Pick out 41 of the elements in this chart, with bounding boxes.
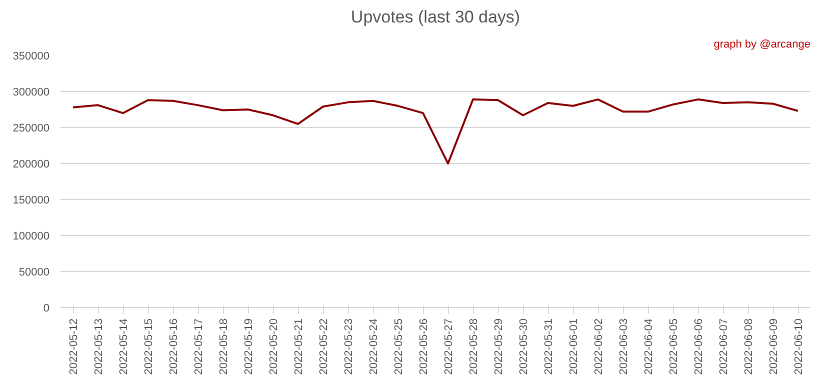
x-tick-label: 2022-05-31 bbox=[543, 318, 555, 375]
x-tick-label: 2022-06-03 bbox=[618, 318, 630, 375]
x-tick-label: 2022-05-20 bbox=[268, 318, 280, 375]
x-tick-label: 2022-05-28 bbox=[468, 318, 480, 375]
x-tick-label: 2022-05-14 bbox=[118, 318, 130, 375]
y-tick-label: 150000 bbox=[12, 194, 50, 206]
x-tick-label: 2022-06-09 bbox=[768, 318, 780, 375]
y-tick-label: 300000 bbox=[12, 86, 50, 98]
x-tick-label: 2022-06-10 bbox=[793, 318, 805, 375]
x-tick-label: 2022-05-15 bbox=[143, 318, 155, 375]
x-tick-label: 2022-05-12 bbox=[68, 318, 80, 375]
x-tick-label: 2022-05-16 bbox=[168, 318, 180, 375]
text: graph by @arcange bbox=[714, 38, 811, 50]
x-tick-label: 2022-06-02 bbox=[593, 318, 605, 375]
x-tick-label: 2022-05-29 bbox=[493, 318, 505, 375]
x-tick-label: 2022-06-05 bbox=[668, 318, 680, 375]
x-tick-label: 2022-05-23 bbox=[343, 318, 355, 375]
y-tick-label: 100000 bbox=[12, 230, 50, 242]
x-tick-label: 2022-06-01 bbox=[568, 318, 580, 375]
x-tick-label: 2022-05-18 bbox=[218, 318, 230, 375]
x-tick-label: 2022-05-25 bbox=[393, 318, 405, 375]
x-tick-label: 2022-06-06 bbox=[693, 318, 705, 375]
y-tick-label: 0 bbox=[43, 302, 50, 314]
y-tick-label: 350000 bbox=[12, 50, 50, 62]
line-series bbox=[72, 98, 799, 164]
x-tick-label: 2022-05-21 bbox=[293, 318, 305, 375]
x-tick-label: 2022-05-13 bbox=[93, 318, 105, 375]
x-tick-label: 2022-06-07 bbox=[718, 318, 730, 375]
x-tick-label: 2022-05-22 bbox=[318, 318, 330, 375]
y-tick-label: 250000 bbox=[12, 122, 50, 134]
x-tick-label: 2022-06-04 bbox=[643, 318, 655, 375]
x-tick-label: 2022-06-08 bbox=[743, 318, 755, 375]
x-tick-label: 2022-05-17 bbox=[193, 318, 205, 375]
y-tick-label: 200000 bbox=[12, 158, 50, 170]
chart-title: Upvotes (last 30 days) bbox=[350, 8, 520, 26]
x-tick-label: 2022-05-24 bbox=[368, 318, 380, 375]
x-tick-label: 2022-05-19 bbox=[243, 318, 255, 375]
x-tick-label: 2022-05-26 bbox=[418, 318, 430, 375]
y-tick-label: 50000 bbox=[18, 266, 50, 278]
x-tick-label: 2022-05-30 bbox=[518, 318, 530, 375]
x-tick-label: 2022-05-27 bbox=[443, 318, 455, 375]
